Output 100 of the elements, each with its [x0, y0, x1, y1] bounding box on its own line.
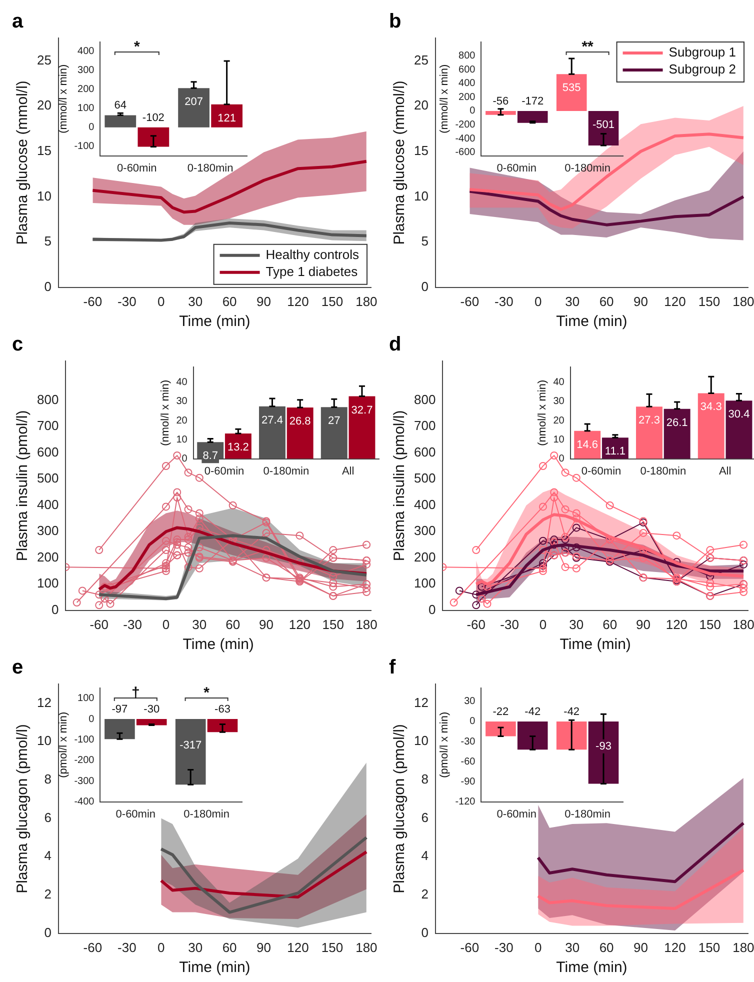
y-tick-label: 0 — [88, 122, 95, 134]
legend-label: Subgroup 1 — [668, 44, 736, 60]
data-label: -30 — [144, 704, 160, 716]
y-tick-label: 20 — [414, 98, 428, 113]
data-label: 30.4 — [728, 408, 750, 421]
y-tick-label: 0 — [44, 924, 52, 940]
y-tick-label: 4 — [421, 848, 428, 864]
y-axis-title: (mmol/l x min) — [58, 64, 70, 134]
x-tick-label: 60 — [599, 294, 614, 309]
x-tick-label: 120 — [288, 616, 311, 632]
y-tick-label: 0 — [428, 602, 436, 617]
y-axis-title: (mmol/l x min) — [438, 64, 451, 134]
y-tick-label: 25 — [36, 52, 52, 68]
x-tick-label: 180 — [732, 294, 754, 309]
y-tick-label: 10 — [176, 434, 188, 446]
data-label: -56 — [492, 96, 509, 108]
y-tick-label: -400 — [74, 796, 95, 808]
y-axis-title: Plasma glucagon (pmol/l) — [14, 724, 32, 894]
y-axis-title: (nmol/l x min) — [160, 380, 172, 446]
x-tick-label: 0-60min — [581, 465, 622, 478]
y-tick-label: -200 — [74, 755, 95, 766]
y-tick-label: 40 — [553, 377, 565, 388]
x-tick-label: 150 — [698, 294, 720, 309]
x-tick-label: 90 — [256, 294, 272, 309]
data-label: -42 — [524, 706, 541, 718]
x-tick-label: 0 — [158, 294, 165, 309]
y-tick-label: 800 — [36, 392, 59, 407]
y-axis-title: (pmol/l x min) — [438, 712, 451, 778]
y-tick-label: 400 — [78, 46, 95, 58]
y-tick-label: 100 — [414, 576, 436, 591]
y-tick-label: 0 — [421, 924, 428, 940]
y-axis-title: Plasma glucose (mmol/l) — [14, 80, 32, 245]
x-tick-label: 0-180min — [184, 808, 230, 820]
data-label: -93 — [596, 740, 612, 752]
y-tick-label: -90 — [460, 776, 476, 788]
y-tick-label: 20 — [36, 98, 52, 113]
x-axis-title: Time (min) — [182, 636, 254, 654]
x-tick-label: 30 — [188, 940, 203, 955]
data-label: -317 — [180, 739, 202, 752]
x-tick-label: 0-180min — [187, 162, 234, 174]
y-tick-label: 10 — [36, 733, 52, 748]
y-axis-title: (pmol/l x min) — [58, 712, 70, 778]
x-tick-label: 90 — [256, 940, 272, 955]
x-tick-label: 180 — [356, 940, 378, 955]
y-tick-label: 30 — [176, 396, 188, 408]
y-tick-label: 400 — [36, 496, 59, 512]
y-tick-label: 0 — [182, 454, 188, 465]
x-tick-label: 60 — [599, 940, 614, 955]
y-tick-label: 40 — [176, 377, 188, 388]
x-tick-label: 150 — [321, 294, 344, 309]
x-tick-label: 150 — [699, 616, 721, 632]
y-tick-label: 25 — [414, 52, 428, 68]
x-tick-label: 60 — [226, 616, 240, 632]
x-tick-label: 120 — [287, 294, 309, 309]
y-axis-title: Plasma glucagon (pmol/l) — [391, 724, 408, 894]
y-tick-label: 12 — [36, 694, 52, 710]
legend-label: Healthy controls — [266, 246, 360, 262]
annotation: † — [131, 684, 140, 702]
data-label: 14.6 — [576, 438, 598, 451]
x-tick-label: -30 — [500, 616, 519, 632]
data-label: -501 — [592, 118, 615, 131]
x-tick-label: 60 — [222, 940, 237, 955]
x-tick-label: 90 — [634, 940, 648, 955]
x-tick-label: 120 — [666, 616, 688, 632]
x-tick-label: 60 — [602, 616, 618, 632]
x-axis-title: Time (min) — [556, 959, 628, 976]
y-tick-label: 200 — [78, 84, 95, 96]
x-tick-label: 0-60min — [496, 162, 537, 174]
y-tick-label: 0 — [470, 716, 476, 728]
x-tick-label: -30 — [118, 940, 136, 955]
data-label: 11.1 — [604, 446, 626, 458]
y-tick-label: 6 — [44, 810, 52, 825]
data-label: -22 — [492, 706, 509, 718]
y-tick-label: 8 — [421, 772, 428, 786]
y-tick-label: 20 — [176, 415, 188, 426]
data-label: -42 — [564, 706, 580, 718]
x-tick-label: 90 — [636, 616, 650, 632]
chart-title: d — [389, 334, 402, 356]
y-tick-label: 0 — [51, 602, 59, 617]
x-tick-label: 0 — [158, 940, 165, 955]
y-tick-label: 2 — [44, 886, 52, 902]
x-tick-label: 0-60min — [204, 465, 244, 478]
y-tick-label: 700 — [36, 418, 59, 434]
y-tick-label: 100 — [36, 576, 59, 591]
x-tick-label: -30 — [494, 294, 514, 309]
y-tick-label: 100 — [78, 103, 95, 114]
y-tick-label: -60 — [460, 756, 476, 768]
y-tick-label: 200 — [458, 92, 476, 103]
x-tick-label: 0-180min — [564, 162, 610, 174]
y-tick-label: -100 — [74, 734, 95, 746]
data-label: 121 — [218, 112, 236, 124]
chart-title: f — [389, 656, 396, 679]
x-tick-label: 120 — [664, 940, 686, 955]
data-label: 32.7 — [351, 404, 373, 416]
y-tick-label: 6 — [421, 810, 428, 825]
data-label: -97 — [112, 704, 128, 716]
y-tick-label: 300 — [414, 523, 436, 538]
annotation: ** — [582, 38, 594, 56]
data-label: -63 — [214, 704, 230, 716]
x-tick-label: 0-180min — [263, 465, 310, 478]
